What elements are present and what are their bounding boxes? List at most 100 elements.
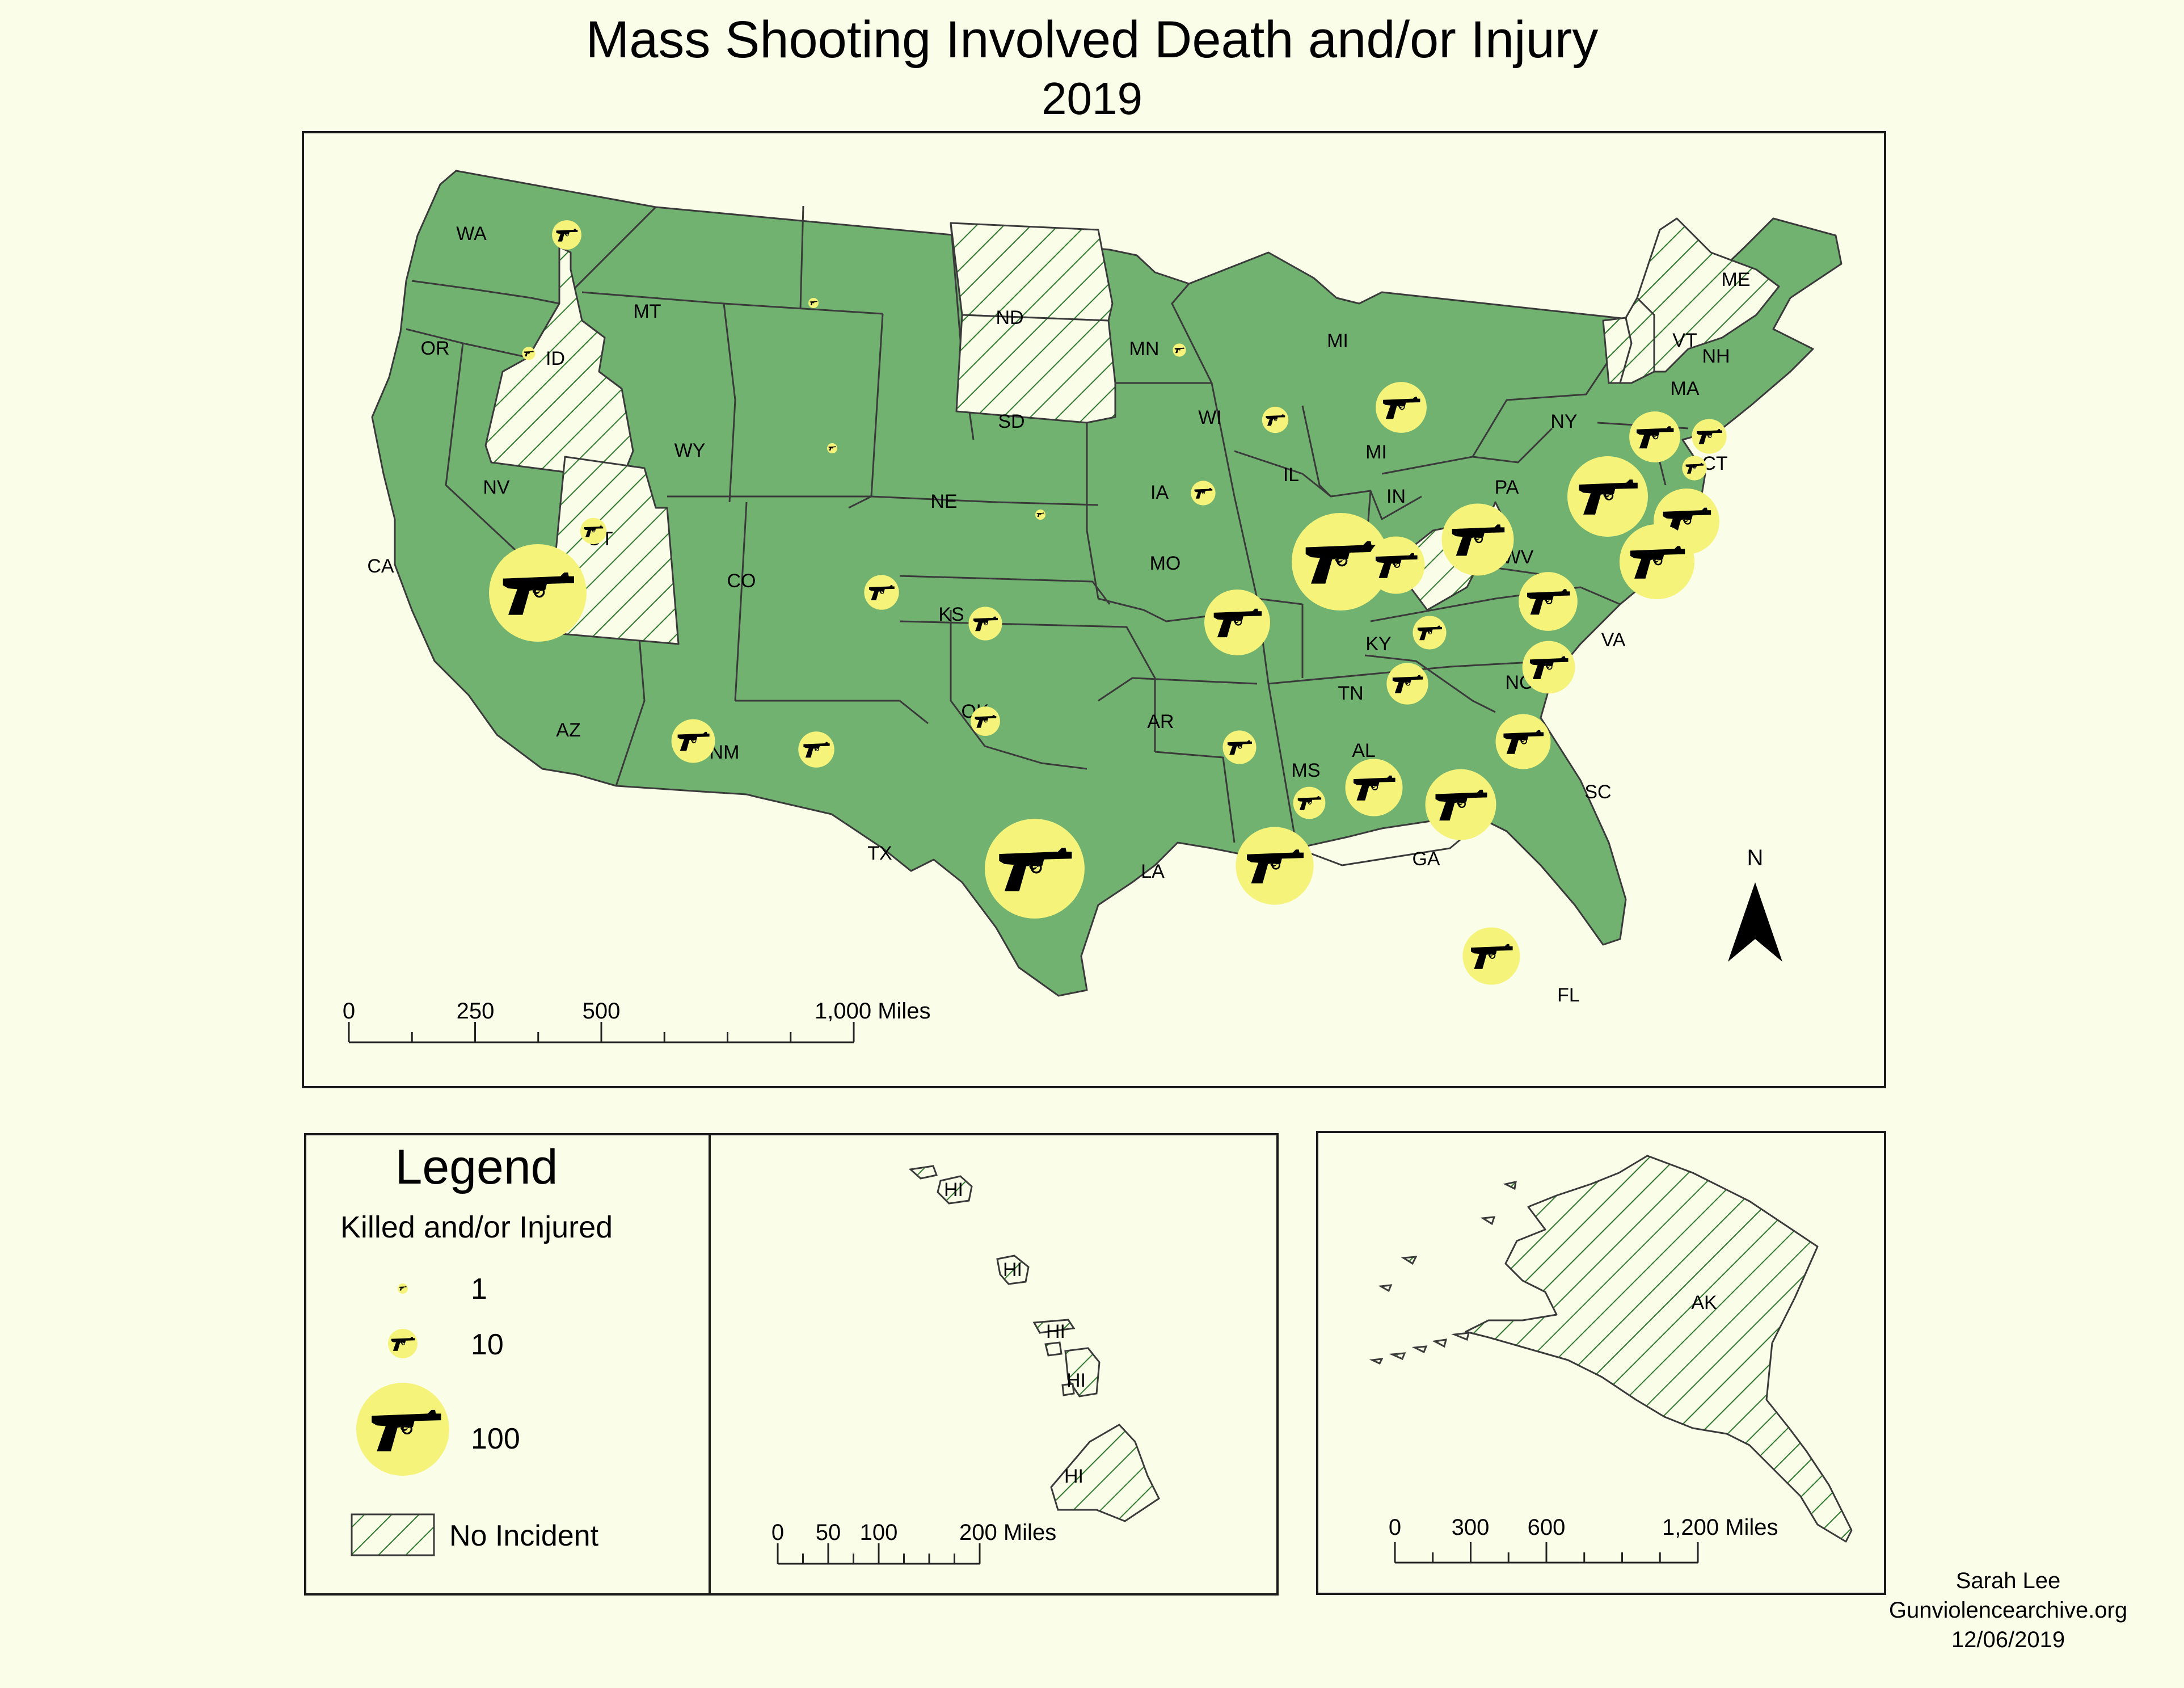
ak-scale-label-300: 300 [1452,1515,1490,1540]
state-label-co: CO [727,570,756,592]
incident-bubble-co [864,575,899,610]
incident-bubble-mi [1376,382,1427,433]
island-maui [1064,1347,1101,1397]
state-sd-no-incident [955,314,1116,424]
incident-bubble-ca [488,544,587,642]
state-label-ia: IA [1150,482,1169,503]
alaska-inset-map: AK 0 300 600 1,200 Miles [1369,1155,1853,1564]
state-ak-no-incident [1465,1155,1853,1543]
main-map-frame: WAORCANVIDMTWYUTCOAZNMNDSDNEKSOKTXMNIAMO… [302,131,1886,1088]
state-label-ky: KY [1365,633,1391,655]
state-label-wi: WI [1198,407,1222,428]
hawaii-inset-frame: HI HI HI HI HI 0 50 100 200 Miles [709,1133,1279,1596]
incident-bubble-al [1345,759,1403,816]
incident-bubble-ne [1035,510,1045,520]
incident-bubble-ky [1413,616,1447,650]
alaska-inset-frame: AK 0 300 600 1,200 Miles [1316,1131,1886,1595]
state-me-no-incident [1636,217,1780,373]
incident-bubble-or [522,347,536,360]
incident-bubble-pa [1567,456,1648,537]
state-label-az: AZ [556,719,580,741]
hawaii-inset-map: HI HI HI HI HI 0 50 100 200 Miles [771,1165,1160,1565]
scale-label-500: 500 [583,999,621,1024]
state-label-al: AL [1352,740,1376,761]
island-niihau [908,1165,938,1180]
alaska-scale-bar: 0 300 600 1,200 Miles [1389,1515,1778,1564]
island-kahoolawe [1061,1383,1075,1396]
legend-subtitle: Killed and/or Injured [340,1210,613,1244]
incident-bubble-wy [827,443,837,453]
state-label-wa: WA [456,223,487,245]
legend-label-10: 10 [471,1328,504,1361]
scale-label-0: 0 [343,999,355,1024]
state-label-ga: GA [1412,848,1440,870]
state-label-nd: ND [996,307,1023,329]
incident-bubble-ma [1692,419,1727,454]
incident-bubble-sc [1495,714,1551,769]
hi-label-hawaii: HI [1064,1466,1083,1487]
state-label-ne: NE [930,491,957,512]
incident-bubble-mt [808,298,819,308]
legend-no-incident-label: No Incident [449,1519,599,1552]
state-label-ny: NY [1550,411,1577,432]
island-molokai [1032,1319,1076,1334]
incident-bubble-wa [552,220,581,250]
state-label-tn: TN [1338,683,1363,704]
incident-bubble-in [1367,536,1425,594]
incident-bubble-nc [1522,641,1575,694]
legend-item-100: 100 [356,1383,520,1476]
state-label-id: ID [546,348,565,369]
state-label-fl: FL [1557,984,1580,1006]
state-label-in: IN [1386,486,1406,507]
legend-item-1: 1 [398,1273,487,1306]
main-scale-bar: 0 250 500 1,000 Miles [343,999,931,1043]
incident-bubble-fl [1462,927,1520,985]
legend-label-1: 1 [471,1273,487,1306]
hi-label-molokai: HI [1046,1321,1065,1342]
island-oahu [996,1255,1030,1285]
credit-date: 12/06/2019 [1951,1627,2065,1652]
aleutian-islands [1369,1181,1517,1365]
incident-bubble-ia [1191,481,1216,506]
incident-bubble-az [671,719,715,763]
north-arrow-icon: N [1728,845,1782,962]
state-label-ar: AR [1147,711,1174,733]
state-label-ms: MS [1292,760,1321,781]
legend-item-10: 10 [388,1328,504,1361]
credits-block: Sarah Lee Gunviolencearchive.org 12/06/2… [1838,1566,2178,1655]
state-label-ks: KS [938,604,964,625]
state-nd-no-incident [950,222,1114,322]
legend-title: Legend [395,1140,558,1194]
incident-bubble-ms [1293,786,1326,819]
state-label-mo: MO [1150,553,1181,574]
incident-bubble-oh [1441,503,1514,576]
hawaii-scale-bar: 0 50 100 200 Miles [771,1520,1056,1565]
hi-label-maui: HI [1066,1370,1086,1391]
incident-bubble-ok [971,706,1000,736]
hi-scale-label-200: 200 Miles [959,1520,1056,1545]
incident-bubble-tx [985,819,1085,919]
state-id-no-incident [484,246,634,481]
incident-bubble-wi [1262,406,1289,433]
state-label-la: LA [1141,861,1165,882]
island-hawaii [1050,1424,1160,1522]
state-label-wy: WY [674,440,706,461]
state-label-nh: NH [1702,346,1730,367]
legend-label-100: 100 [471,1422,520,1455]
state-label-sd: SD [998,411,1024,432]
legend-no-incident: No Incident [351,1513,599,1556]
credit-author: Sarah Lee [1955,1568,2061,1593]
hi-scale-label-0: 0 [771,1520,784,1545]
legend-graphic: Legend Killed and/or Injured 1 10 100 No… [340,1140,613,1556]
island-lanai [1044,1341,1063,1357]
incident-bubble-nv [580,517,607,545]
hi-label-kauai: HI [944,1179,963,1201]
incident-bubble-ks [968,607,1002,641]
scale-label-250: 250 [457,999,495,1024]
incident-bubble-mn [1173,343,1186,357]
ak-label: AK [1691,1292,1717,1314]
state-label-tx: TX [867,843,892,864]
incident-bubble-il [1291,512,1390,611]
hi-scale-label-50: 50 [816,1520,841,1545]
ak-scale-label-1200: 1,200 Miles [1662,1515,1778,1540]
